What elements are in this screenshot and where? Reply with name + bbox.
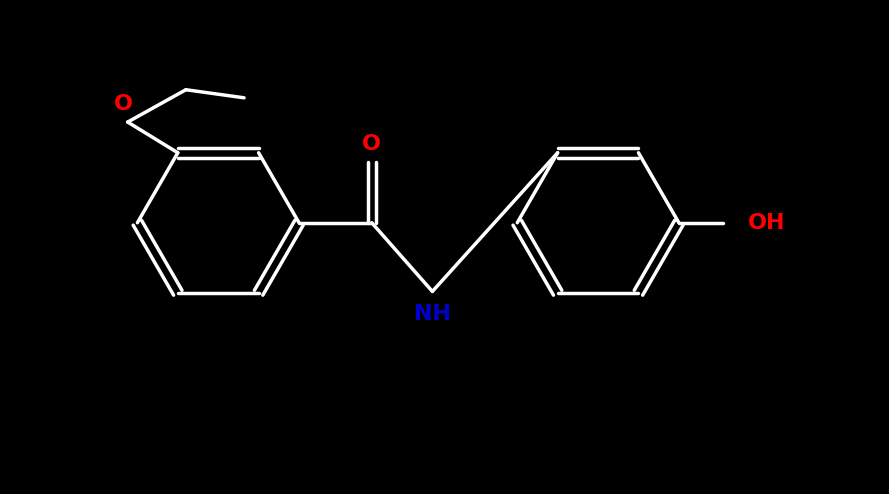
Text: O: O: [114, 94, 133, 114]
Text: O: O: [362, 134, 381, 154]
Text: NH: NH: [414, 304, 451, 324]
Text: OH: OH: [748, 213, 785, 233]
